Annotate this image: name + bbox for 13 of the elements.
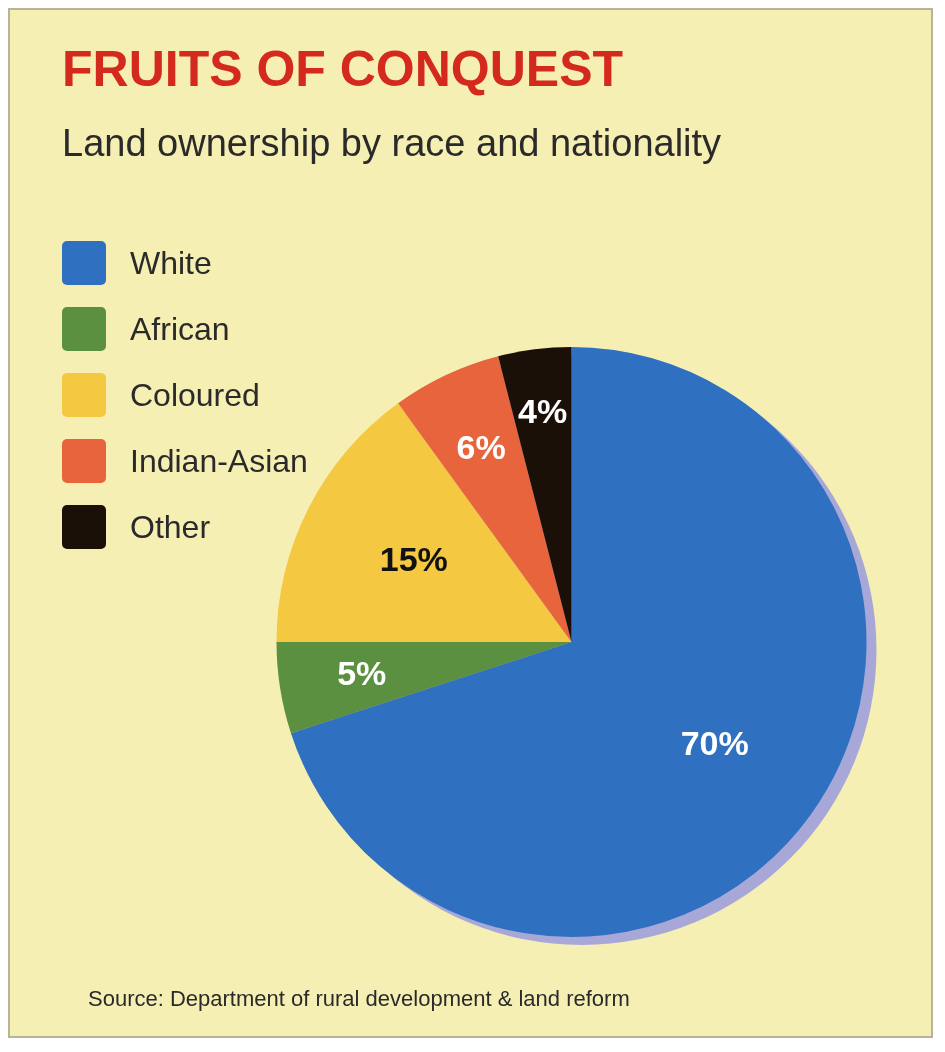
data-label: 5% <box>337 653 387 692</box>
legend-label: Indian-Asian <box>130 442 308 480</box>
legend-label: White <box>130 244 212 282</box>
data-label: 4% <box>518 392 568 431</box>
legend-label: Other <box>130 508 211 546</box>
legend-label: African <box>130 310 230 348</box>
source-note: Source: Department of rural development & land reform <box>88 986 630 1012</box>
chart-subtitle: Land ownership by race and nationality <box>62 122 722 165</box>
data-label: 6% <box>456 428 506 467</box>
chart-title: FRUITS OF CONQUEST <box>62 40 624 98</box>
data-label: 70% <box>680 724 749 763</box>
data-label: 15% <box>379 540 448 579</box>
legend-label: Coloured <box>130 376 260 414</box>
